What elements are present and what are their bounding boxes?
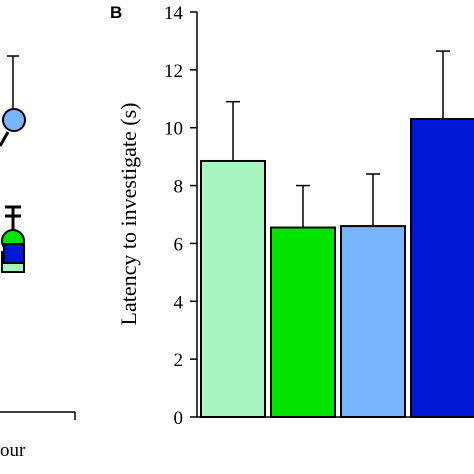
panel-b-letter: B xyxy=(110,3,122,22)
bar-3 xyxy=(340,225,406,418)
y-axis-title: Latency to investigate (s) xyxy=(116,103,141,326)
y-axis-ticks: 0 2 4 6 8 10 12 14 xyxy=(164,3,197,429)
panel-a-x-label-fragment: our xyxy=(0,440,26,461)
y-tick-label: 0 xyxy=(174,408,184,429)
panel-a-marker-blue xyxy=(3,243,25,264)
y-tick-label: 6 xyxy=(174,234,184,255)
bar-1 xyxy=(200,159,266,418)
panel-a-point-light-blue xyxy=(0,55,26,147)
bar-4 xyxy=(410,118,474,419)
bar-series xyxy=(200,118,474,419)
y-tick-label: 4 xyxy=(174,292,184,313)
error-bars xyxy=(226,50,450,228)
panel-a-point-cluster xyxy=(1,205,25,273)
y-tick-label: 12 xyxy=(164,61,183,82)
panel-a-connector-line xyxy=(0,131,10,147)
panel-a-fragment: our xyxy=(0,55,76,461)
bar-2 xyxy=(270,226,336,418)
y-tick-label: 8 xyxy=(174,177,184,198)
panel-a-marker-light-blue xyxy=(2,108,26,132)
y-tick-label: 14 xyxy=(164,3,184,24)
y-tick-label: 2 xyxy=(174,350,184,371)
y-tick-label: 10 xyxy=(164,119,183,140)
